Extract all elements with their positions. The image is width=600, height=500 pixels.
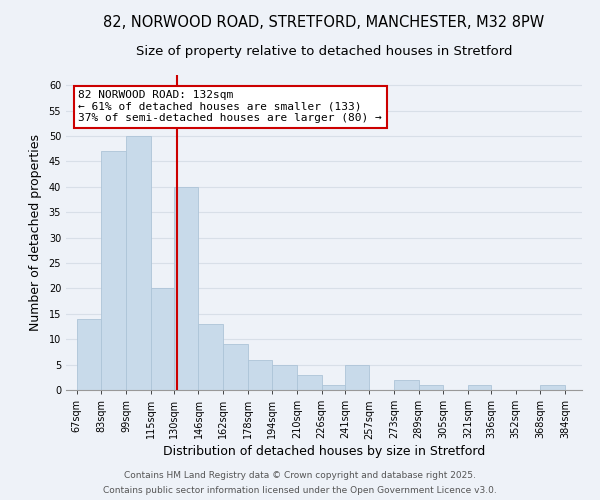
Bar: [77, 319, 101, 390]
Bar: [541, 385, 565, 390]
Text: Contains public sector information licensed under the Open Government Licence v3: Contains public sector information licen…: [103, 486, 497, 495]
Text: Contains HM Land Registry data © Crown copyright and database right 2025.: Contains HM Land Registry data © Crown c…: [124, 471, 476, 480]
Bar: [248, 360, 272, 390]
Bar: [345, 364, 370, 390]
Bar: [223, 344, 248, 390]
Text: Size of property relative to detached houses in Stretford: Size of property relative to detached ho…: [136, 45, 512, 58]
Y-axis label: Number of detached properties: Number of detached properties: [29, 134, 41, 331]
X-axis label: Distribution of detached houses by size in Stretford: Distribution of detached houses by size …: [163, 446, 485, 458]
Bar: [468, 385, 491, 390]
Text: 82 NORWOOD ROAD: 132sqm
← 61% of detached houses are smaller (133)
37% of semi-d: 82 NORWOOD ROAD: 132sqm ← 61% of detache…: [79, 90, 382, 124]
Bar: [297, 375, 322, 390]
Text: 82, NORWOOD ROAD, STRETFORD, MANCHESTER, M32 8PW: 82, NORWOOD ROAD, STRETFORD, MANCHESTER,…: [103, 15, 545, 30]
Bar: [419, 385, 443, 390]
Bar: [394, 380, 419, 390]
Bar: [322, 385, 345, 390]
Bar: [199, 324, 223, 390]
Bar: [174, 187, 199, 390]
Bar: [272, 364, 297, 390]
Bar: [101, 151, 126, 390]
Bar: [126, 136, 151, 390]
Bar: [151, 288, 174, 390]
